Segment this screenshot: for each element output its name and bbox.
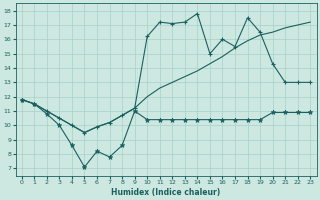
X-axis label: Humidex (Indice chaleur): Humidex (Indice chaleur): [111, 188, 221, 197]
